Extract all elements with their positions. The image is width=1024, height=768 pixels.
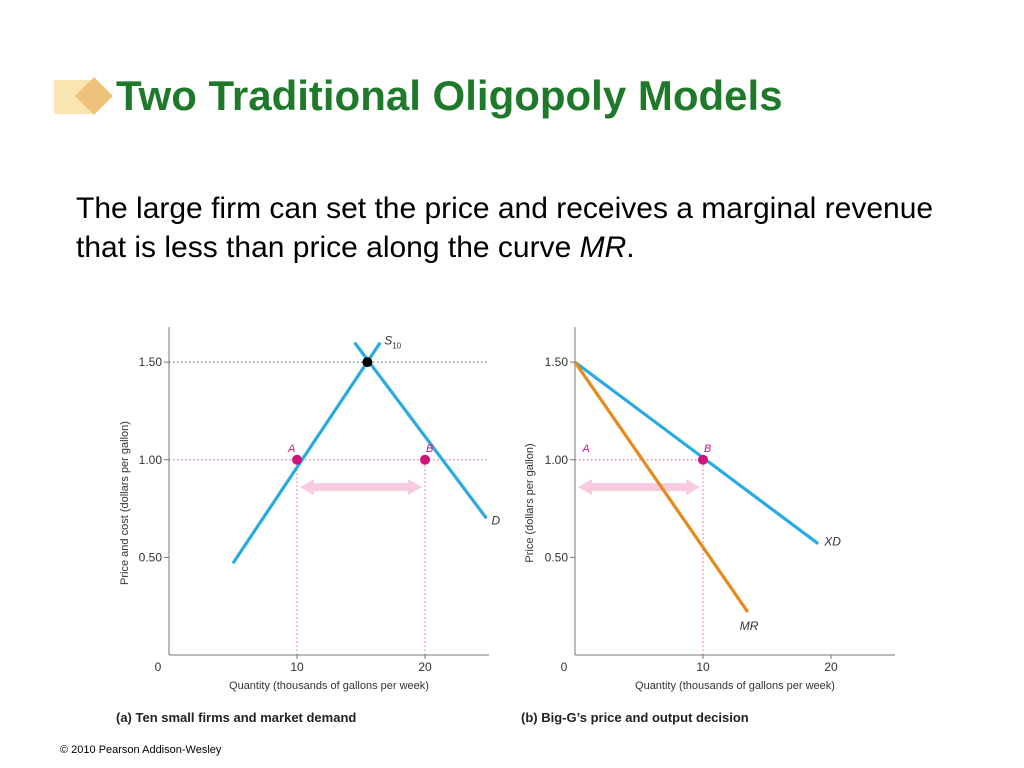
y-tick-label-a-2: 1.50: [139, 355, 163, 369]
x-tick-label-a-0: 10: [290, 660, 304, 674]
curve-xd-b: [574, 360, 820, 545]
y-tick-label-a-0: 0.50: [139, 550, 163, 564]
curve-label-mr-b: MR: [740, 619, 759, 633]
point-intersection-a: [362, 357, 373, 368]
y-tick-label-b-1: 1.00: [545, 453, 569, 467]
origin-label-a: 0: [155, 660, 162, 674]
curve-label-xd-b: XD: [823, 535, 841, 549]
point-label-b-b: B: [704, 443, 711, 455]
body-text-end: .: [626, 231, 635, 264]
title-deco-diamond: [75, 77, 113, 115]
curve-label-main-s10-a: S: [384, 334, 392, 348]
body-text-main: The large firm can set the price and rec…: [76, 192, 934, 264]
chart-caption-b: (b) Big-G’s price and output decision: [521, 710, 749, 725]
point-label-b-a: B: [426, 443, 433, 455]
curve-label-sub-s10-a: 10: [392, 342, 401, 351]
curve-label-main-d-a: D: [491, 513, 500, 527]
curve-label-main-xd-b: XD: [823, 535, 841, 549]
title-diamond-icon: [54, 77, 113, 115]
point-label-a-a: A: [287, 443, 295, 455]
y-tick-label-b-0: 0.50: [545, 550, 569, 564]
curve-label-d-a: D: [491, 513, 500, 527]
body-text-mr: MR: [579, 231, 627, 264]
y-tick-label-a-1: 1.00: [139, 453, 163, 467]
point-b-a: [420, 454, 430, 465]
copyright-footer: © 2010 Pearson Addison-Wesley: [60, 744, 222, 756]
curve-d-a: [353, 341, 488, 520]
x-axis-title-b: Quantity (thousands of gallons per week): [635, 680, 835, 692]
curve-mr-b: [573, 361, 750, 613]
y-tick-label-b-2: 1.50: [545, 355, 569, 369]
x-axis-title-a: Quantity (thousands of gallons per week): [229, 680, 429, 692]
double-arrow-b: [578, 479, 700, 496]
point-b-b: [698, 454, 708, 465]
double-arrow-a: [300, 479, 422, 496]
curve-label-s10-a: S10: [384, 334, 401, 351]
slide-title: Two Traditional Oligopoly Models: [116, 72, 783, 119]
y-axis-title-b: Price (dollars per gallon): [524, 443, 536, 562]
origin-label-b: 0: [561, 660, 568, 674]
x-tick-label-a-1: 20: [418, 660, 432, 674]
curve-s10-a: [231, 341, 382, 565]
y-axis-title-a: Price and cost (dollars per gallon): [119, 421, 131, 585]
body-text: The large firm can set the price and rec…: [76, 189, 976, 267]
x-tick-label-b-1: 20: [824, 660, 838, 674]
chart-caption-a: (a) Ten small firms and market demand: [116, 710, 356, 725]
point-a-a: [292, 454, 302, 465]
x-tick-label-b-0: 10: [696, 660, 710, 674]
curve-label-main-mr-b: MR: [740, 619, 759, 633]
point-label-a-b: A: [581, 443, 589, 455]
